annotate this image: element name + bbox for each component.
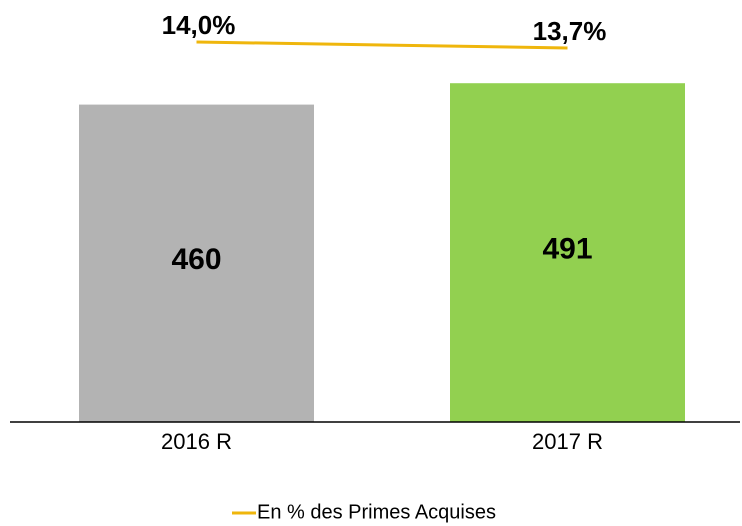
legend-label: En % des Primes Acquises	[257, 501, 496, 523]
bar-value-label: 460	[171, 243, 221, 276]
bar	[79, 104, 314, 422]
line-value-label: 13,7%	[533, 16, 607, 46]
x-tick-label: 2016 R	[161, 429, 232, 454]
x-tick-label: 2017 R	[532, 429, 603, 454]
bar-value-label: 491	[542, 233, 592, 266]
line	[196, 40, 568, 50]
bar	[450, 83, 685, 423]
line-value-label: 14,0%	[162, 10, 236, 40]
